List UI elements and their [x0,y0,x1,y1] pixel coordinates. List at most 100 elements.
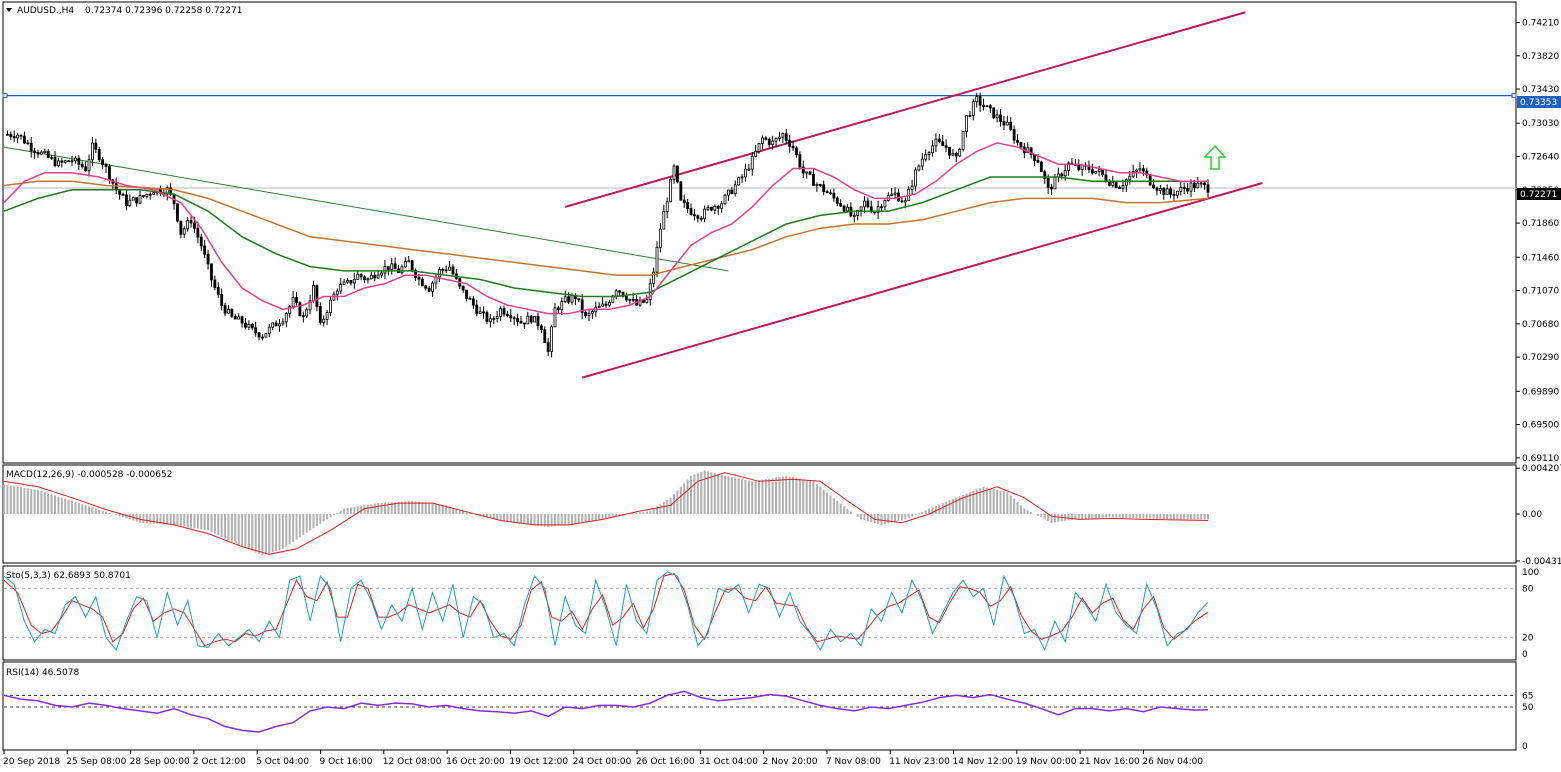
level-anchor-right[interactable] [1511,93,1517,99]
candle-body [325,312,329,320]
candle-body [815,183,819,186]
candle-body [903,200,907,203]
stochastic-pane[interactable] [3,571,1516,652]
candle-body [519,321,523,324]
candle-body [1019,142,1023,148]
candle-body [835,197,839,204]
candle-body [505,313,509,317]
candle-body [444,269,448,272]
candle-body [427,287,431,292]
candle-body [740,176,744,179]
rsi-tick-label: 0 [1522,742,1528,752]
candle-body [587,312,591,317]
trend-line[interactable] [3,146,729,272]
candle-body [373,274,377,279]
stochastic-tick-label: 20 [1522,634,1534,644]
price-tick-label: 0.73030 [1522,119,1559,129]
candle-body [716,205,720,209]
candle-body [965,115,968,132]
time-tick-label: 14 Nov 12:00 [953,757,1014,767]
candle-body [291,297,295,307]
candle-body [237,316,241,320]
candle-body [56,160,60,167]
channel-lower-line[interactable] [581,182,1263,379]
candle-body [213,279,217,288]
candle-body [948,147,951,156]
candle-body [924,154,928,160]
candle-body [914,169,917,187]
candle-body [36,152,40,155]
candle-body [182,228,186,235]
candle-body [1063,170,1067,177]
candle-body [761,137,764,144]
price-tick-label: 0.71460 [1522,253,1559,263]
candle-body [1131,170,1135,177]
candle-body [699,217,703,220]
candle-body [795,147,798,156]
candle-body [584,311,588,317]
main-price-pane[interactable] [2,11,1517,379]
macd-pane[interactable] [3,470,1209,556]
candle-body [522,322,526,325]
candle-body [471,298,475,306]
candle-body [468,297,472,300]
candle-body [305,309,309,317]
candle-body [791,145,795,149]
candle-body [128,199,132,206]
candle-body [757,143,761,152]
candle-body [502,308,506,315]
up-arrow-icon [1203,144,1227,170]
candle-body [1192,182,1196,189]
candle-body [713,205,717,211]
candle-body [254,327,258,334]
time-tick-label: 26 Nov 04:00 [1142,757,1203,767]
candle-body [1152,184,1156,189]
candle-body [437,269,441,278]
candle-body [29,143,33,152]
candle-body [570,295,574,303]
candle-body [308,300,312,311]
candle-body [417,277,421,280]
time-tick-label: 28 Sep 00:00 [130,757,190,767]
candle-body [563,296,567,302]
candle-body [478,311,482,314]
candle-body [77,157,81,165]
candle-body [1206,184,1210,193]
candle-body [812,173,815,186]
time-tick-label: 2 Oct 12:00 [193,757,246,767]
rsi-pane[interactable] [3,690,1516,733]
candle-body [465,289,468,299]
candle-body [1141,168,1145,172]
candle-body [125,194,128,206]
rsi-pane-frame [2,661,1517,751]
stochastic-main-line [3,571,1209,652]
candle-body [257,332,261,338]
collapse-triangle-icon[interactable] [6,8,12,12]
candle-body [1094,171,1098,174]
candle-body [1162,188,1166,195]
price-tick-label: 0.74210 [1522,18,1559,28]
candle-body [832,192,836,199]
candle-body [975,96,979,103]
candle-body [80,163,84,168]
candle-body [937,138,941,143]
time-tick-label: 11 Nov 23:00 [889,757,950,767]
candle-body [852,215,856,217]
candle-body [999,114,1002,122]
candle-body [104,164,108,167]
candle-body [798,154,802,168]
level-anchor-left[interactable] [2,93,8,99]
candle-body [679,181,683,201]
macd-signal-line [3,472,1209,555]
candle-body [288,306,292,314]
candle-body [859,206,863,211]
candle-body [1165,188,1169,195]
candle-body [393,263,397,270]
candle-body [893,192,897,195]
candle-body [1060,173,1064,177]
candle-body [1005,121,1009,126]
candle-body [46,151,50,158]
stochastic-tick-label: 0 [1522,650,1528,660]
candle-body [512,317,516,320]
